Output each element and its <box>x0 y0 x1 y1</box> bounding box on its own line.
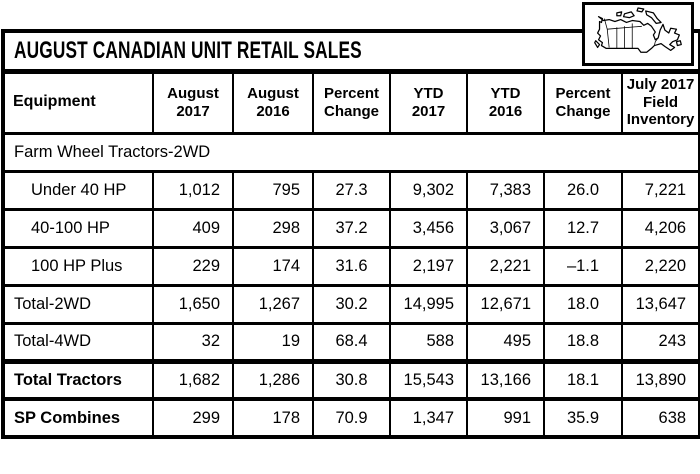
column-header-august-2017: August 2017 <box>152 69 234 135</box>
cell-value: 409 <box>152 207 234 249</box>
cell-value: –1.1 <box>543 245 623 287</box>
cell-value: 13,647 <box>620 283 700 325</box>
canada-map-icon <box>594 7 682 53</box>
cell-value: 991 <box>466 397 545 439</box>
cell-value: 2,221 <box>466 245 545 287</box>
cell-value: 27.3 <box>312 169 391 211</box>
sales-table: AUGUST CANADIAN UNIT RETAIL SALES Equipm… <box>1 29 700 439</box>
cell-value: 1,012 <box>152 169 234 211</box>
table-row-sp-combines: SP Combines 299 178 70.9 1,347 991 35.9 … <box>2 397 700 439</box>
cell-value: 26.0 <box>543 169 623 211</box>
table-row-40-100-hp: 40-100 HP 409 298 37.2 3,456 3,067 12.7 … <box>2 207 700 249</box>
cell-value: 18.0 <box>543 283 623 325</box>
cell-value: 70.9 <box>312 397 391 439</box>
cell-value: 12,671 <box>466 283 545 325</box>
cell-value: 4,206 <box>620 207 700 249</box>
cell-value: 7,221 <box>620 169 700 211</box>
cell-value: 3,456 <box>389 207 468 249</box>
cell-value: 638 <box>620 397 700 439</box>
cell-value: 795 <box>232 169 314 211</box>
cell-value: 174 <box>232 245 314 287</box>
page-title: AUGUST CANADIAN UNIT RETAIL SALES <box>14 36 362 64</box>
cell-value: 1,650 <box>152 283 234 325</box>
column-header-equipment: Equipment <box>2 69 154 135</box>
cell-value: 243 <box>620 321 700 363</box>
cell-value: 32 <box>152 321 234 363</box>
cell-value: 3,067 <box>466 207 545 249</box>
table-row-100-hp-plus: 100 HP Plus 229 174 31.6 2,197 2,221 –1.… <box>2 245 700 287</box>
cell-value: 14,995 <box>389 283 468 325</box>
cell-value: 2,220 <box>620 245 700 287</box>
row-label: 100 HP Plus <box>2 245 154 287</box>
cell-value: 178 <box>232 397 314 439</box>
cell-value: 1,267 <box>232 283 314 325</box>
cell-value: 37.2 <box>312 207 391 249</box>
row-label: Total-4WD <box>2 321 154 363</box>
header-row: Equipment August 2017 August 2016 Percen… <box>2 69 700 135</box>
table-row-under-40-hp: Under 40 HP 1,012 795 27.3 9,302 7,383 2… <box>2 169 700 211</box>
cell-value: 13,166 <box>466 358 545 401</box>
cell-value: 588 <box>389 321 468 363</box>
cell-value: 18.8 <box>543 321 623 363</box>
cell-value: 7,383 <box>466 169 545 211</box>
table-row-total-4wd: Total-4WD 32 19 68.4 588 495 18.8 243 <box>2 321 700 363</box>
cell-value: 229 <box>152 245 234 287</box>
cell-value: 2,197 <box>389 245 468 287</box>
cell-value: 13,890 <box>620 358 700 401</box>
column-header-ytd-2016: YTD 2016 <box>466 69 545 135</box>
column-header-field-inventory: July 2017 Field Inventory <box>620 69 700 135</box>
cell-value: 1,286 <box>232 358 314 401</box>
column-header-percent-change-ytd: Percent Change <box>543 69 623 135</box>
cell-value: 68.4 <box>312 321 391 363</box>
row-label: Total-2WD <box>2 283 154 325</box>
row-label: Under 40 HP <box>2 169 154 211</box>
row-label: 40-100 HP <box>2 207 154 249</box>
cell-value: 298 <box>232 207 314 249</box>
table-row-total-2wd: Total-2WD 1,650 1,267 30.2 14,995 12,671… <box>2 283 700 325</box>
cell-value: 12.7 <box>543 207 623 249</box>
table-row-total-tractors: Total Tractors 1,682 1,286 30.8 15,543 1… <box>2 358 700 401</box>
column-header-percent-change-month: Percent Change <box>312 69 391 135</box>
section-row: Farm Wheel Tractors-2WD <box>1 131 700 173</box>
cell-value: 19 <box>232 321 314 363</box>
cell-value: 495 <box>466 321 545 363</box>
cell-value: 35.9 <box>543 397 623 439</box>
cell-value: 31.6 <box>312 245 391 287</box>
cell-value: 18.1 <box>543 358 623 401</box>
cell-value: 9,302 <box>389 169 468 211</box>
row-label: Total Tractors <box>2 358 154 401</box>
section-header: Farm Wheel Tractors-2WD <box>1 131 700 173</box>
row-label: SP Combines <box>2 397 154 439</box>
cell-value: 1,682 <box>152 358 234 401</box>
cell-value: 15,543 <box>389 358 468 401</box>
column-header-ytd-2017: YTD 2017 <box>389 69 468 135</box>
cell-value: 30.2 <box>312 283 391 325</box>
canada-map-box <box>582 2 694 66</box>
cell-value: 299 <box>152 397 234 439</box>
column-header-august-2016: August 2016 <box>232 69 314 135</box>
cell-value: 30.8 <box>312 358 391 401</box>
sales-table-wrap: AUGUST CANADIAN UNIT RETAIL SALES Equipm… <box>1 29 700 439</box>
cell-value: 1,347 <box>389 397 468 439</box>
